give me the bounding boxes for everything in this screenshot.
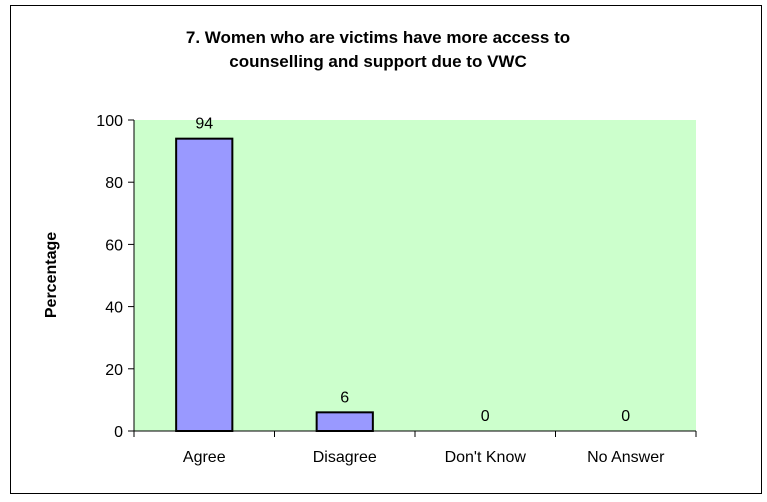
y-tick-label-1: 20 [105, 362, 123, 379]
bar-0 [175, 137, 234, 432]
x-tick-label-3: No Answer [587, 449, 665, 466]
x-tick-label-0: Agree [183, 449, 226, 466]
y-tick-label-5: 100 [96, 113, 123, 130]
y-tick-label-3: 60 [105, 237, 123, 254]
y-tick-label-4: 80 [105, 175, 123, 192]
x-tick-label-1: Disagree [313, 449, 377, 466]
y-axis-label: Percentage [43, 232, 60, 318]
bars-layer [175, 137, 374, 432]
y-tick-label-2: 40 [105, 300, 123, 317]
chart-title-line-1: 7. Women who are victims have more acces… [186, 28, 570, 47]
data-label-0: 94 [195, 116, 213, 133]
data-label-3: 0 [621, 408, 630, 425]
data-label-1: 6 [340, 389, 349, 406]
chart-title-line-2: counselling and support due to VWC [229, 52, 527, 71]
x-ticks-layer: Agree Disagree Don't Know No Answer [133, 431, 697, 466]
y-ticks-layer: 0 20 40 60 80 100 [96, 113, 134, 441]
y-tick-label-0: 0 [114, 424, 123, 441]
x-tick-label-2: Don't Know [445, 449, 527, 466]
bar-1 [315, 411, 374, 432]
data-labels-layer: 94 6 0 0 [195, 116, 630, 425]
data-label-2: 0 [481, 408, 490, 425]
